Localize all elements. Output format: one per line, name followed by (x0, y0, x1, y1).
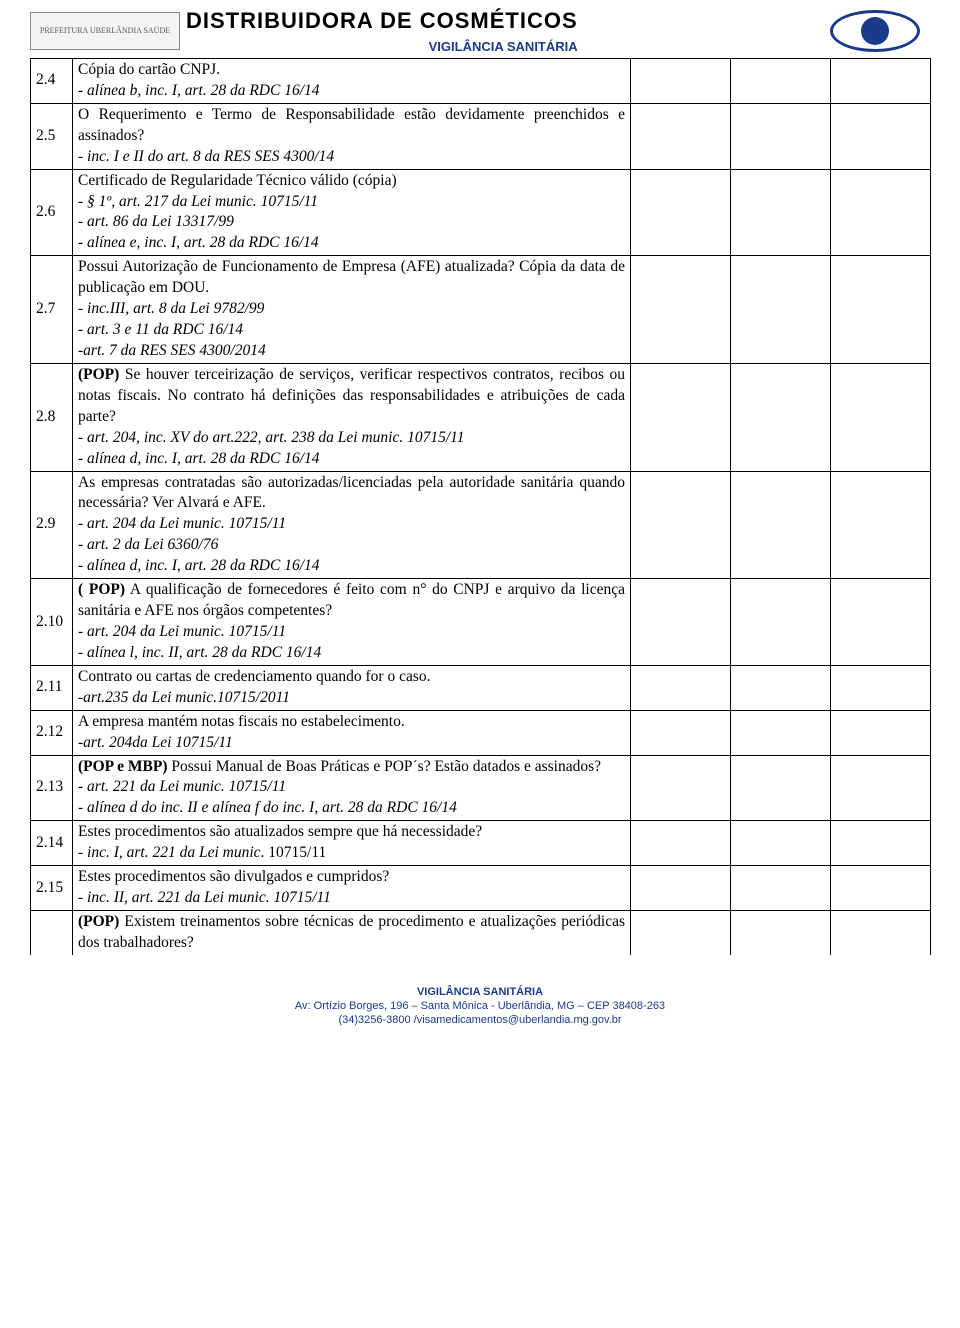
row-description: Cópia do cartão CNPJ.- alínea b, inc. I,… (73, 59, 631, 104)
table-row: (POP) Existem treinamentos sobre técnica… (31, 910, 931, 954)
table-row: 2.6Certificado de Regularidade Técnico v… (31, 169, 931, 256)
table-row: 2.8(POP) Se houver terceirização de serv… (31, 363, 931, 471)
row-number: 2.13 (31, 755, 73, 821)
check-col-1 (631, 103, 731, 169)
row-number: 2.7 (31, 256, 73, 364)
check-col-3 (831, 665, 931, 710)
page-header: PREFEITURA UBERLÂNDIA SAÚDE DISTRIBUIDOR… (0, 0, 960, 58)
table-row: 2.13(POP e MBP) Possui Manual de Boas Pr… (31, 755, 931, 821)
checklist-table: 2.4Cópia do cartão CNPJ.- alínea b, inc.… (30, 58, 931, 955)
check-col-1 (631, 710, 731, 755)
check-col-2 (731, 866, 831, 911)
table-row: 2.9As empresas contratadas são autorizad… (31, 471, 931, 579)
check-col-1 (631, 363, 731, 471)
row-number: 2.15 (31, 866, 73, 911)
row-description: Estes procedimentos são atualizados semp… (73, 821, 631, 866)
table-row: 2.14Estes procedimentos são atualizados … (31, 821, 931, 866)
check-col-2 (731, 910, 831, 954)
check-col-2 (731, 471, 831, 579)
footer-title: VIGILÂNCIA SANITÁRIA (0, 985, 960, 999)
row-description: Certificado de Regularidade Técnico váli… (73, 169, 631, 256)
logo-vs (820, 6, 930, 56)
footer-contact: (34)3256-3800 /visamedicamentos@uberland… (0, 1013, 960, 1027)
table-row: 2.10( POP) A qualificação de fornecedore… (31, 579, 931, 666)
row-description: Possui Autorização de Funcionamento de E… (73, 256, 631, 364)
check-col-1 (631, 579, 731, 666)
row-number: 2.12 (31, 710, 73, 755)
check-col-1 (631, 821, 731, 866)
row-number: 2.5 (31, 103, 73, 169)
check-col-3 (831, 256, 931, 364)
check-col-2 (731, 363, 831, 471)
check-col-3 (831, 103, 931, 169)
check-col-2 (731, 579, 831, 666)
footer-address: Av: Ortízio Borges, 196 – Santa Mônica -… (0, 999, 960, 1013)
header-left: PREFEITURA UBERLÂNDIA SAÚDE DISTRIBUIDOR… (30, 6, 578, 55)
check-col-1 (631, 755, 731, 821)
title-block: DISTRIBUIDORA DE COSMÉTICOS VIGILÂNCIA S… (186, 6, 578, 55)
table-row: 2.4Cópia do cartão CNPJ.- alínea b, inc.… (31, 59, 931, 104)
table-row: 2.5O Requerimento e Termo de Responsabil… (31, 103, 931, 169)
check-col-3 (831, 910, 931, 954)
check-col-2 (731, 169, 831, 256)
check-col-3 (831, 169, 931, 256)
check-col-2 (731, 710, 831, 755)
row-number (31, 910, 73, 954)
check-col-1 (631, 169, 731, 256)
row-description: (POP) Existem treinamentos sobre técnica… (73, 910, 631, 954)
row-number: 2.8 (31, 363, 73, 471)
eye-icon (830, 10, 920, 52)
check-col-3 (831, 821, 931, 866)
check-col-1 (631, 59, 731, 104)
row-description: Contrato ou cartas de credenciamento qua… (73, 665, 631, 710)
row-description: (POP) Se houver terceirização de serviço… (73, 363, 631, 471)
check-col-3 (831, 866, 931, 911)
check-col-1 (631, 910, 731, 954)
check-col-2 (731, 256, 831, 364)
row-description: A empresa mantém notas fiscais no estabe… (73, 710, 631, 755)
content-area: 2.4Cópia do cartão CNPJ.- alínea b, inc.… (0, 58, 960, 955)
check-col-2 (731, 103, 831, 169)
check-col-3 (831, 471, 931, 579)
row-number: 2.4 (31, 59, 73, 104)
page-footer: VIGILÂNCIA SANITÁRIA Av: Ortízio Borges,… (0, 985, 960, 1028)
row-number: 2.14 (31, 821, 73, 866)
check-col-1 (631, 866, 731, 911)
check-col-2 (731, 59, 831, 104)
check-col-3 (831, 363, 931, 471)
check-col-2 (731, 665, 831, 710)
row-description: As empresas contratadas são autorizadas/… (73, 471, 631, 579)
table-row: 2.11Contrato ou cartas de credenciamento… (31, 665, 931, 710)
check-col-2 (731, 821, 831, 866)
row-number: 2.6 (31, 169, 73, 256)
check-col-1 (631, 256, 731, 364)
row-description: ( POP) A qualificação de fornecedores é … (73, 579, 631, 666)
page-title: DISTRIBUIDORA DE COSMÉTICOS (186, 6, 578, 36)
table-row: 2.15Estes procedimentos são divulgados e… (31, 866, 931, 911)
check-col-3 (831, 579, 931, 666)
check-col-3 (831, 59, 931, 104)
row-number: 2.9 (31, 471, 73, 579)
check-col-1 (631, 665, 731, 710)
row-number: 2.10 (31, 579, 73, 666)
check-col-2 (731, 755, 831, 821)
row-number: 2.11 (31, 665, 73, 710)
check-col-3 (831, 710, 931, 755)
row-description: O Requerimento e Termo de Responsabilida… (73, 103, 631, 169)
row-description: (POP e MBP) Possui Manual de Boas Prátic… (73, 755, 631, 821)
check-col-1 (631, 471, 731, 579)
row-description: Estes procedimentos são divulgados e cum… (73, 866, 631, 911)
page-subtitle: VIGILÂNCIA SANITÁRIA (186, 38, 578, 56)
check-col-3 (831, 755, 931, 821)
logo-prefeitura: PREFEITURA UBERLÂNDIA SAÚDE (30, 12, 180, 50)
table-row: 2.12A empresa mantém notas fiscais no es… (31, 710, 931, 755)
table-row: 2.7Possui Autorização de Funcionamento d… (31, 256, 931, 364)
